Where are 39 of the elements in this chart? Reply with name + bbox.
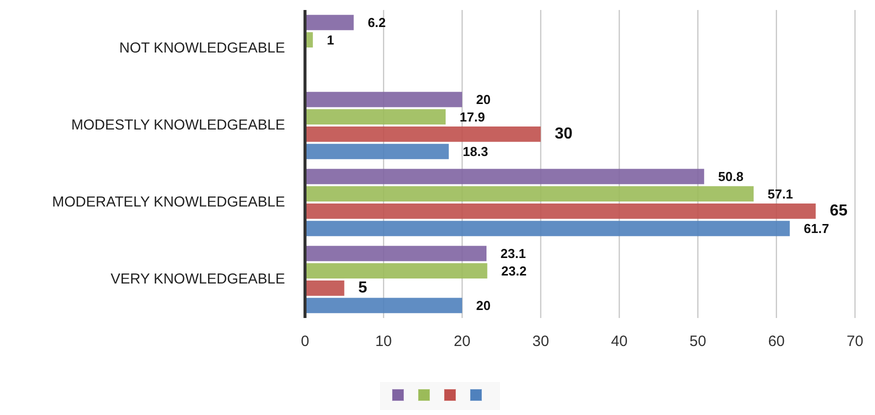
data-label: 23.1 <box>500 246 526 262</box>
data-label: 18.3 <box>462 144 488 159</box>
x-tick-label: 20 <box>454 333 470 350</box>
bar <box>305 14 354 30</box>
x-tick-label: 10 <box>375 333 392 350</box>
y-tick-label: MODESTLY KNOWLEDGEABLE <box>71 118 286 134</box>
x-tick-label: 40 <box>610 333 628 350</box>
data-label: 30 <box>554 126 573 143</box>
bar <box>305 220 790 236</box>
bar <box>305 298 462 314</box>
x-tick-label: 30 <box>532 333 550 350</box>
bar <box>305 204 816 219</box>
bar <box>305 263 488 278</box>
bar <box>305 168 704 184</box>
data-label: 23.2 <box>501 263 527 278</box>
data-label: 20 <box>476 298 491 313</box>
x-tick-label: 60 <box>768 333 785 350</box>
data-label: 17.9 <box>460 109 485 124</box>
data-label: 1 <box>326 32 334 48</box>
bar <box>305 92 462 108</box>
data-label: 6.2 <box>368 15 386 30</box>
data-label: 61.7 <box>804 220 830 236</box>
x-tick-label: 0 <box>300 333 310 350</box>
data-label: 50.8 <box>718 169 744 184</box>
bar <box>305 126 541 142</box>
data-label: 65 <box>830 202 848 220</box>
y-tick-label: NOT KNOWLEDGEABLE <box>119 40 286 56</box>
bar <box>305 246 486 262</box>
data-label: 57.1 <box>768 186 793 202</box>
bar <box>305 280 344 296</box>
x-tick-label: 50 <box>690 333 706 350</box>
y-tick-label: VERY KNOWLEDGEABLE <box>110 272 286 288</box>
y-tick-label: MODERATELY KNOWLEDGEABLE <box>52 194 286 210</box>
bar <box>305 109 446 124</box>
data-label: 5 <box>358 280 368 297</box>
bar <box>305 144 449 160</box>
bar <box>305 186 754 202</box>
x-tick-label: 70 <box>846 333 864 350</box>
data-label: 20 <box>476 92 491 108</box>
